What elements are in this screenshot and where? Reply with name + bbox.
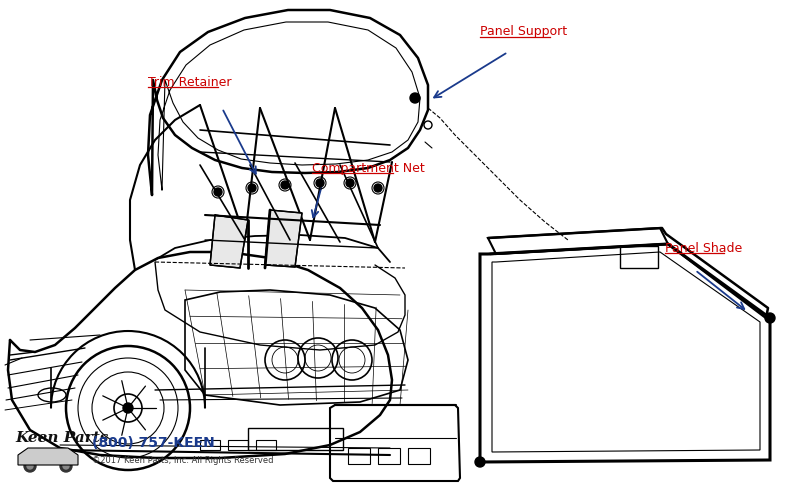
Text: Trim Retainer: Trim Retainer bbox=[148, 75, 231, 88]
Circle shape bbox=[410, 93, 420, 103]
Bar bbox=[200, 440, 220, 450]
Bar bbox=[408, 448, 430, 464]
Polygon shape bbox=[18, 448, 78, 465]
Text: Compartment Net: Compartment Net bbox=[312, 161, 425, 174]
Circle shape bbox=[27, 463, 33, 469]
Text: Panel Shade: Panel Shade bbox=[665, 242, 742, 255]
Text: ©2017 Keen Parts, Inc. All Rights Reserved: ©2017 Keen Parts, Inc. All Rights Reserv… bbox=[92, 455, 274, 465]
Bar bbox=[348, 448, 370, 464]
Text: (800) 757-KEEN: (800) 757-KEEN bbox=[92, 436, 214, 450]
Polygon shape bbox=[210, 215, 248, 268]
Bar bbox=[248, 428, 343, 450]
Circle shape bbox=[248, 184, 256, 192]
Circle shape bbox=[123, 403, 133, 413]
Circle shape bbox=[63, 463, 69, 469]
Bar bbox=[620, 246, 658, 268]
Circle shape bbox=[60, 460, 72, 472]
Bar bbox=[256, 440, 276, 450]
Text: Panel Support: Panel Support bbox=[480, 25, 567, 38]
Bar bbox=[378, 448, 400, 464]
Circle shape bbox=[765, 313, 775, 323]
Circle shape bbox=[214, 188, 222, 196]
Bar bbox=[228, 440, 248, 450]
Circle shape bbox=[475, 457, 485, 467]
Circle shape bbox=[346, 179, 354, 187]
Circle shape bbox=[374, 184, 382, 192]
Polygon shape bbox=[265, 210, 302, 267]
Circle shape bbox=[316, 179, 324, 187]
Circle shape bbox=[24, 460, 36, 472]
Circle shape bbox=[281, 181, 289, 189]
Text: Keen Parts: Keen Parts bbox=[15, 431, 108, 445]
